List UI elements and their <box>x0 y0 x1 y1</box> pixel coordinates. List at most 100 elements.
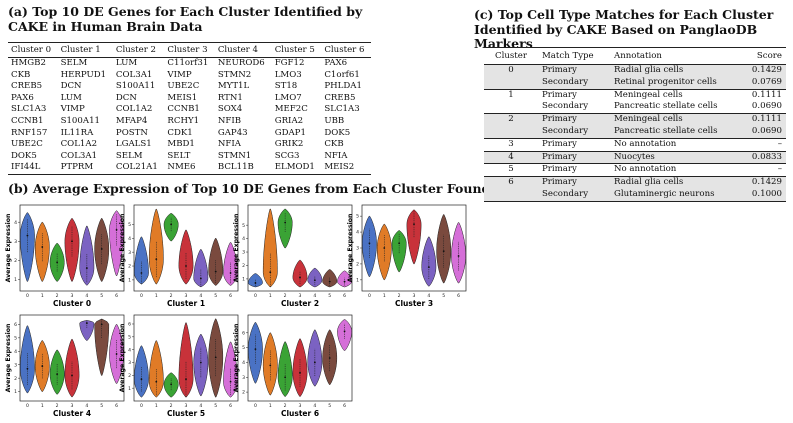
y-axis-label: Average Expression <box>5 214 12 283</box>
gene-cell: GRIK2 <box>274 139 304 150</box>
match-cluster: 5 <box>484 163 538 177</box>
violin-median <box>170 223 173 226</box>
violin-median <box>26 367 29 370</box>
gene-cell: RCHY1 <box>167 115 200 126</box>
y-tick-label: 2 <box>128 264 131 270</box>
gene-cell: SOX4 <box>217 104 243 115</box>
violin-median <box>199 361 202 364</box>
y-tick-label: 2 <box>242 263 245 269</box>
panel-title: Cluster 2 <box>281 299 319 308</box>
x-tick-label: 6 <box>343 293 346 299</box>
gene-cell: MEIS2 <box>321 162 371 175</box>
violin-median <box>115 353 118 355</box>
panel-title: Cluster 0 <box>53 299 91 308</box>
match-row: Secondary Pancreatic stellate cells 0.0690 <box>484 101 786 113</box>
x-tick-label: 4 <box>313 293 316 299</box>
gene-row: RNF157 IL11RA POSTN CDK1 GAP43 GDAP1 DOK5 <box>8 128 371 140</box>
gene-cell: RNF157 <box>11 127 48 138</box>
x-tick-label: 6 <box>343 403 346 409</box>
gene-row: CREB5 DCN S100A11 UBE2C MYT1L ST18 PHLDA1 <box>8 81 371 93</box>
violin-4 <box>421 236 437 287</box>
violin-2 <box>277 341 293 397</box>
gene-cell: COL3A1 <box>60 150 98 161</box>
header-score: Score <box>741 47 786 65</box>
y-axis-label: Average Expression <box>119 214 126 283</box>
match-row: 1 Primary Meningeal cells 0.1111 <box>484 88 786 102</box>
x-tick-label: 2 <box>170 403 173 409</box>
de-genes-table: Cluster 0 Cluster 1 Cluster 2 Cluster 3 Clus… <box>8 42 371 175</box>
violin-3 <box>292 259 308 288</box>
violin-median <box>214 356 217 359</box>
violin-median <box>229 380 232 383</box>
gene-cell: UBE2C <box>11 139 43 150</box>
match-score: 0.0769 <box>741 76 786 90</box>
x-tick-label: 2 <box>56 403 59 409</box>
gene-cell: MEF2C <box>274 104 308 115</box>
match-cluster <box>484 188 538 202</box>
x-tick-label: 6 <box>115 293 118 299</box>
violin-median <box>313 279 316 282</box>
x-tick-label: 2 <box>56 293 59 299</box>
gene-cell: S100A11 <box>60 115 101 126</box>
violin-6 <box>451 222 466 284</box>
x-tick-label: 2 <box>284 293 287 299</box>
violin-5 <box>94 318 110 376</box>
match-score: – <box>741 137 786 152</box>
plot-frame <box>133 204 239 292</box>
x-tick-label: 5 <box>214 293 217 299</box>
gene-cell: DOK5 <box>11 150 37 161</box>
y-tick-label: 5 <box>128 334 131 340</box>
gene-cell: PAX6 <box>324 58 348 68</box>
plot-frame <box>247 314 353 402</box>
match-type: Primary <box>538 137 610 152</box>
violin-median <box>269 271 272 274</box>
panel-title: Cluster 6 <box>281 409 319 418</box>
match-score: 0.0833 <box>741 150 786 164</box>
y-tick-label: 4 <box>14 220 17 226</box>
x-tick-label: 2 <box>170 293 173 299</box>
y-tick-label: 3 <box>128 250 131 256</box>
gene-row: DOK5 COL3A1 SELM SELT STMN1 SCG3 NFIA <box>8 151 371 163</box>
x-tick-label: 0 <box>140 293 143 299</box>
y-tick-label: 3 <box>356 246 359 252</box>
x-tick-label: 1 <box>155 403 158 409</box>
gene-cell: NFIA <box>324 150 348 161</box>
match-cluster: 6 <box>484 176 538 189</box>
gene-cell: MEIS1 <box>167 92 198 103</box>
y-tick-label: 6 <box>128 322 131 328</box>
violin-median <box>71 374 73 377</box>
panel-a-title-line1: (a) Top 10 DE Genes for Each Cluster Ide… <box>8 4 363 19</box>
violin-median <box>170 383 173 386</box>
gene-cell: SCG3 <box>274 150 300 161</box>
x-tick-label: 3 <box>185 403 188 409</box>
gene-cell: NFIA <box>217 139 241 150</box>
gene-cell: NME6 <box>164 162 215 175</box>
panel-title: Cluster 5 <box>167 409 205 418</box>
y-tick-label: 4 <box>128 347 131 353</box>
match-annotation: Meningeal cells <box>610 88 742 102</box>
match-type: Secondary <box>538 188 610 202</box>
x-tick-label: 6 <box>457 293 460 299</box>
violin-5 <box>208 238 224 286</box>
violin-median <box>100 323 103 326</box>
y-axis-label: Average Expression <box>5 324 12 393</box>
y-axis-label: Average Expression <box>347 214 354 283</box>
violin-6 <box>337 270 352 288</box>
y-tick-label: 1 <box>128 386 131 392</box>
x-tick-label: 3 <box>71 293 74 299</box>
x-tick-label: 4 <box>313 403 316 409</box>
match-row: Secondary Glutaminergic neurons 0.1000 <box>484 188 786 202</box>
gene-cell: CKB <box>324 139 344 150</box>
y-tick-label: 1 <box>14 389 17 395</box>
match-annotation: No annotation <box>610 163 742 177</box>
match-score: 0.1111 <box>741 88 786 102</box>
match-score: 0.0690 <box>741 125 786 139</box>
gene-row: SLC1A3 VIMP COL1A2 CCNB1 SOX4 MEF2C SLC1A3 <box>8 104 371 116</box>
cluster-header-5: Cluster 5 <box>271 42 322 58</box>
violin-4 <box>307 329 323 387</box>
y-tick-label: 4 <box>356 230 359 236</box>
match-type: Primary <box>538 150 610 164</box>
gene-cell: UBE2C <box>167 81 200 92</box>
